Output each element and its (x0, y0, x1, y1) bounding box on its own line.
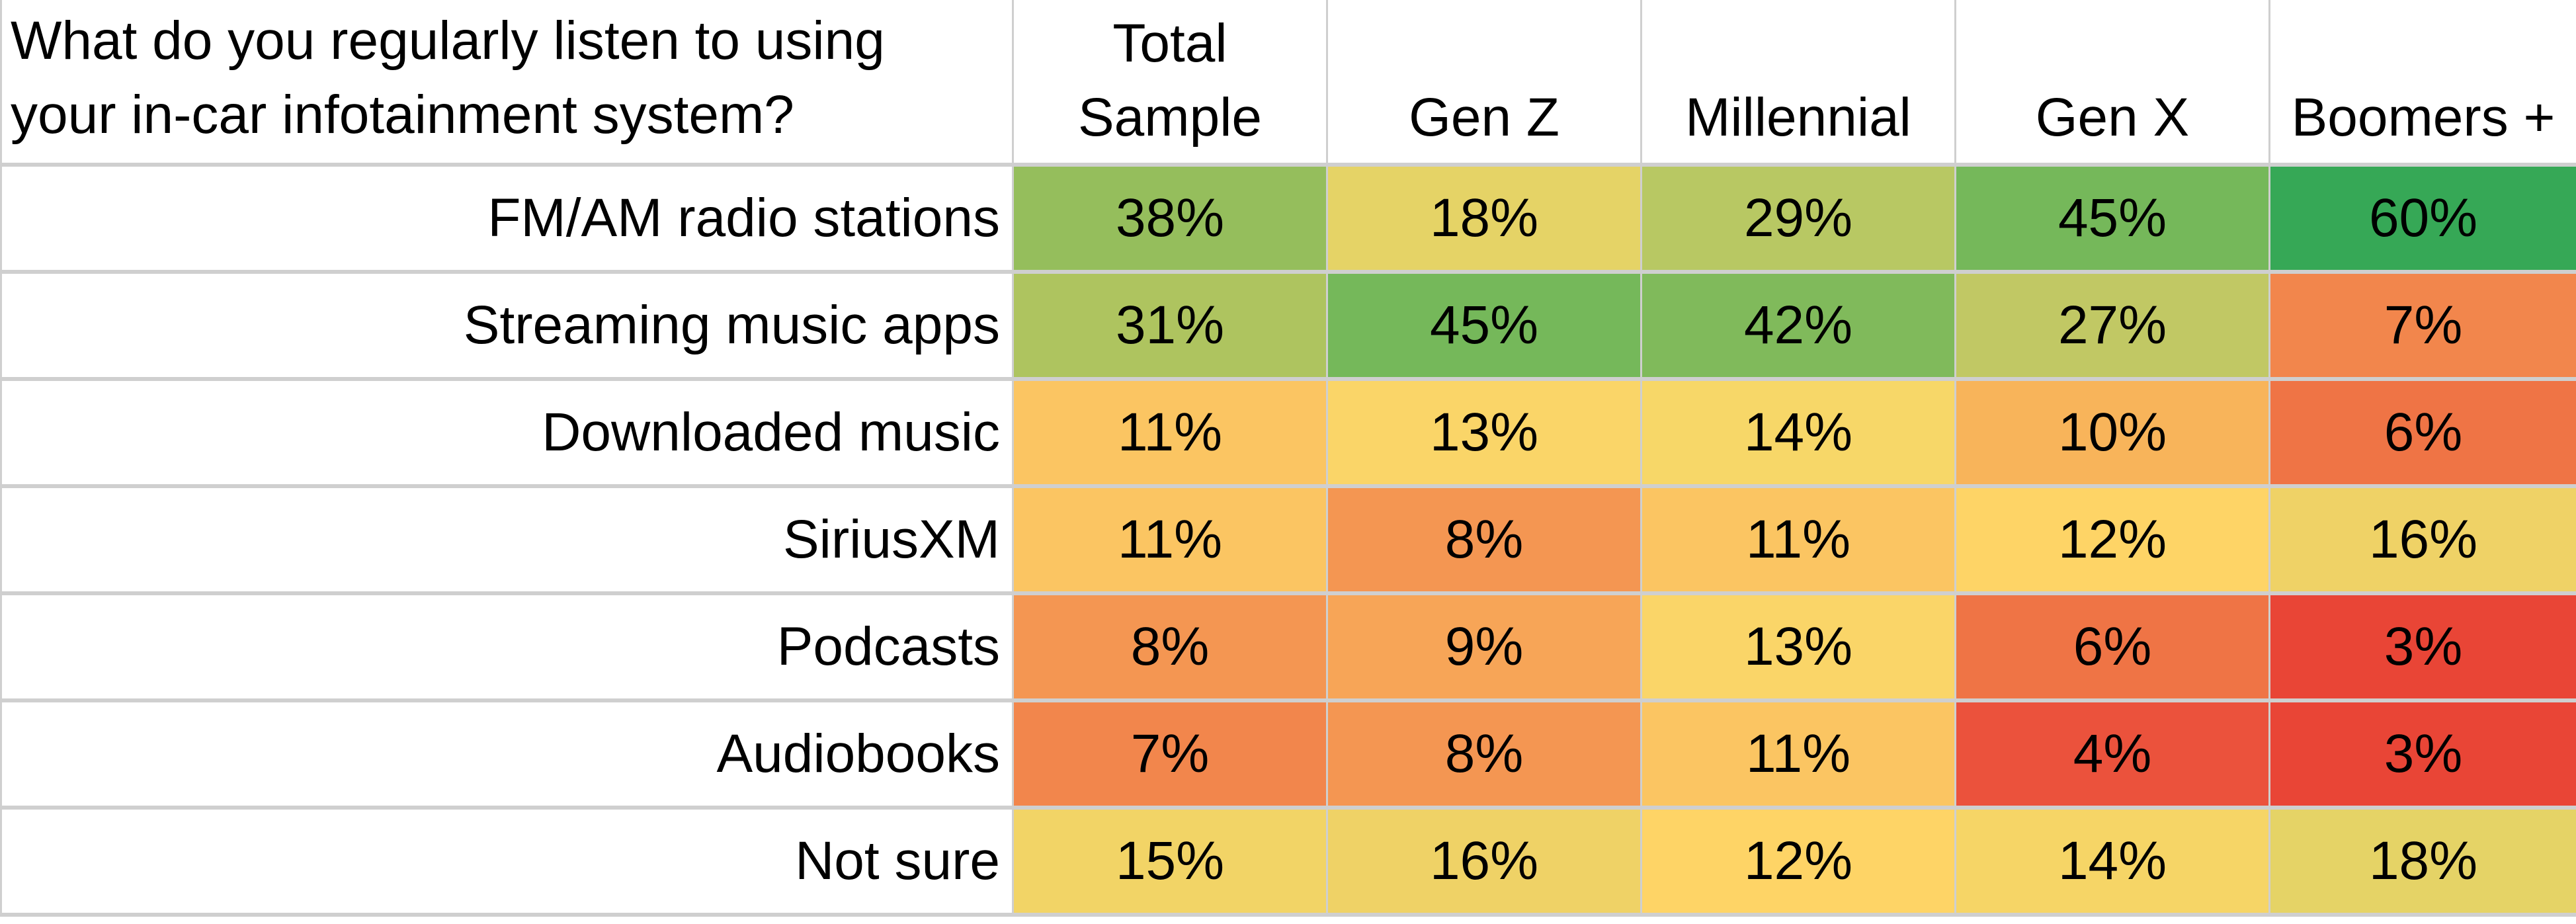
heatmap-cell: 4% (1956, 702, 2268, 806)
row-divider (0, 377, 2576, 381)
row-label: Not sure (795, 831, 1000, 891)
row-label: Audiobooks (716, 724, 1000, 784)
heatmap-cell: 16% (1328, 810, 1640, 913)
heatmap-cell: 12% (1956, 488, 2268, 591)
heatmap-cell: 27% (1956, 274, 2268, 377)
heatmap-cell: 15% (1014, 810, 1326, 913)
column-header: Boomers + (2270, 0, 2576, 163)
row-divider (0, 163, 2576, 167)
column-divider (1954, 0, 1956, 917)
column-header-line: Total (1112, 13, 1227, 73)
heatmap-cell: 11% (1642, 702, 1954, 806)
column-header-line: Gen X (2035, 87, 2190, 147)
heatmap-cell: 8% (1328, 702, 1640, 806)
heatmap-cell: 29% (1642, 167, 1954, 270)
heatmap-cell: 14% (1642, 381, 1954, 484)
heatmap-cell: 11% (1014, 488, 1326, 591)
column-header-line: Millennial (1685, 87, 1911, 147)
heatmap-cell: 13% (1328, 381, 1640, 484)
column-header-line: Sample (1077, 87, 1263, 147)
column-divider (1326, 0, 1328, 917)
column-divider (0, 0, 2, 917)
heatmap-cell: 45% (1956, 167, 2268, 270)
heatmap-cell: 9% (1328, 595, 1640, 698)
row-divider (0, 913, 2576, 917)
question-header: What do you regularly listen to using yo… (11, 4, 1003, 152)
heatmap-cell: 38% (1014, 167, 1326, 270)
heatmap-cell: 13% (1642, 595, 1954, 698)
heatmap-cell: 3% (2270, 702, 2576, 806)
heatmap-cell: 60% (2270, 167, 2576, 270)
question-line-2: your in-car infotainment system? (11, 85, 794, 145)
heatmap-cell: 11% (1014, 381, 1326, 484)
heatmap-cell: 11% (1642, 488, 1954, 591)
row-label: Downloaded music (542, 402, 1000, 462)
heatmap-cell: 8% (1014, 595, 1326, 698)
column-header-line: Gen Z (1409, 87, 1559, 147)
heatmap-cell: 8% (1328, 488, 1640, 591)
row-label: FM/AM radio stations (487, 188, 1000, 248)
row-divider (0, 591, 2576, 595)
heatmap-cell: 10% (1956, 381, 2268, 484)
heatmap-cell: 14% (1956, 810, 2268, 913)
column-header: Gen Z (1328, 0, 1640, 163)
heatmap-cell: 7% (1014, 702, 1326, 806)
row-label: Streaming music apps (463, 295, 1000, 355)
row-label: Podcasts (776, 616, 1000, 677)
row-divider (0, 698, 2576, 702)
heatmap-cell: 3% (2270, 595, 2576, 698)
heatmap-cell: 6% (2270, 381, 2576, 484)
heatmap-cell: 42% (1642, 274, 1954, 377)
column-header: Total Sample (1014, 0, 1326, 163)
column-divider (1640, 0, 1642, 917)
column-header: Gen X (1956, 0, 2268, 163)
row-label: SiriusXM (782, 509, 1000, 569)
column-divider (1012, 0, 1014, 917)
heatmap-cell: 18% (2270, 810, 2576, 913)
question-line-1: What do you regularly listen to using (11, 11, 885, 71)
row-divider (0, 806, 2576, 810)
column-header-line: Boomers + (2291, 87, 2555, 147)
row-divider (0, 270, 2576, 274)
heatmap-cell: 7% (2270, 274, 2576, 377)
heatmap-cell: 16% (2270, 488, 2576, 591)
heatmap-cell: 31% (1014, 274, 1326, 377)
row-divider (0, 484, 2576, 488)
column-divider (2268, 0, 2270, 917)
heatmap-cell: 6% (1956, 595, 2268, 698)
heatmap-cell: 45% (1328, 274, 1640, 377)
heatmap-cell: 12% (1642, 810, 1954, 913)
heatmap-cell: 18% (1328, 167, 1640, 270)
column-header: Millennial (1642, 0, 1954, 163)
